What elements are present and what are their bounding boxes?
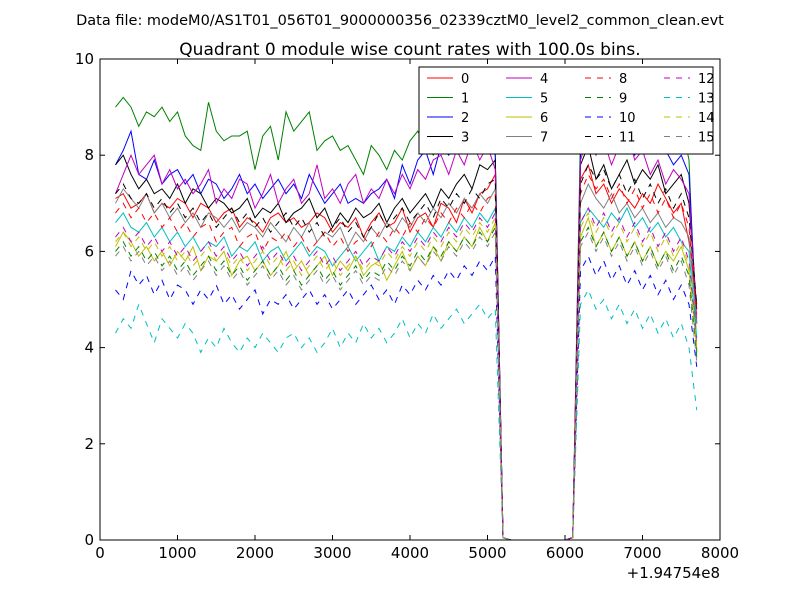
y-tick-label: 4 [84,339,94,357]
series-line-6 [115,216,698,541]
series-line-5 [115,206,698,541]
suptitle: Data file: modeM0/AS1T01_056T01_90000003… [76,13,724,29]
y-tick-label: 0 [84,531,94,549]
legend-label-15: 15 [698,131,715,146]
series-line-13 [115,288,698,541]
legend-label-14: 14 [698,111,715,126]
legend-label-1: 1 [461,92,469,107]
legend-box [418,66,714,155]
legend-label-12: 12 [698,72,715,87]
legend-label-9: 9 [619,92,627,107]
legend-label-13: 13 [698,92,715,107]
x-offset-label: +1.94754e8 [627,564,720,582]
legend-label-5: 5 [540,92,548,107]
legend-label-7: 7 [540,131,548,146]
x-tick-label: 1000 [158,544,196,562]
x-tick-label: 8000 [701,544,739,562]
legend-label-3: 3 [461,131,469,146]
x-tick-label: 6000 [546,544,584,562]
y-tick-label: 2 [84,435,94,453]
x-tick-label: 3000 [313,544,351,562]
legend-label-0: 0 [461,72,469,87]
series-line-10 [115,254,698,541]
x-tick-label: 2000 [236,544,274,562]
legend-label-10: 10 [619,111,636,126]
series-line-11 [115,163,698,541]
x-tick-label: 0 [95,544,105,562]
legend-label-4: 4 [540,72,548,87]
x-tick-label: 5000 [468,544,506,562]
x-tick-label: 4000 [391,544,429,562]
y-tick-label: 10 [75,50,94,68]
plot-lines [115,91,698,541]
y-tick-label: 6 [84,242,94,260]
series-line-3 [115,143,698,541]
legend-label-11: 11 [619,131,636,146]
series-line-7 [115,182,698,541]
legend-label-8: 8 [619,72,627,87]
x-tick-label: 7000 [623,544,661,562]
legend-label-6: 6 [540,111,548,126]
chart-title: Quadrant 0 module wise count rates with … [179,40,640,60]
y-tick-label: 8 [84,146,94,164]
legend-label-2: 2 [461,111,469,126]
